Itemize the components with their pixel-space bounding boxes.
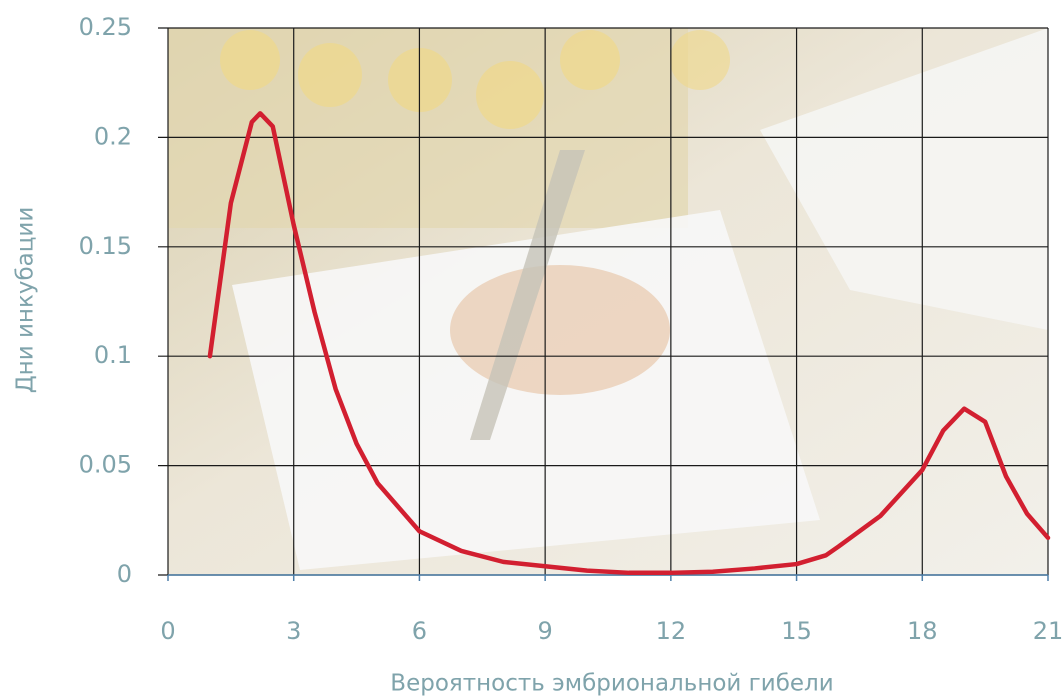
y-tick-label: 0.05 (79, 451, 132, 479)
x-axis-label: Вероятность эмбриональной гибели (390, 671, 833, 697)
y-tick-label: 0 (117, 560, 132, 588)
y-axis-label: Дни инкубации (13, 207, 39, 394)
x-tick-label: 3 (286, 617, 301, 645)
y-tick-label: 0.1 (94, 341, 132, 369)
x-tick-label: 15 (781, 617, 812, 645)
x-tick-label: 0 (160, 617, 175, 645)
y-tick-label: 0.25 (79, 13, 132, 41)
y-tick-label: 0.15 (79, 232, 132, 260)
y-tick-label: 0.2 (94, 122, 132, 150)
data-line (207, 111, 1051, 576)
x-tick-label: 18 (907, 617, 938, 645)
x-tick-label: 12 (656, 617, 687, 645)
x-tick-label: 9 (538, 617, 553, 645)
x-tick-label: 6 (412, 617, 427, 645)
x-tick-label: 21 (1033, 617, 1064, 645)
background-photo (168, 28, 1048, 575)
